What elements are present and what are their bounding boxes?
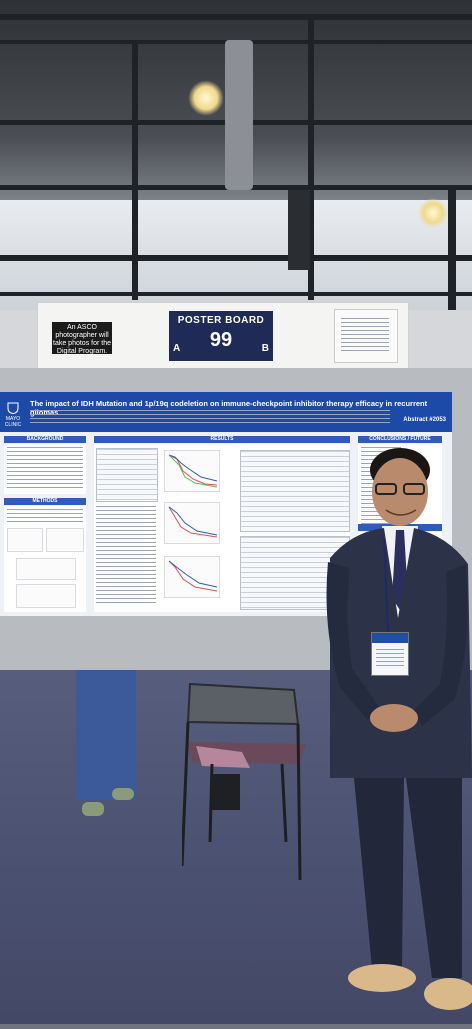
chair-graphic [180,682,306,881]
presenter-graphic [326,448,472,1010]
poster-header: MAYO CLINIC The impact of IDH Mutation a… [0,392,452,432]
km-curve-graphic [168,506,218,538]
badge-header [372,633,408,643]
mayo-clinic-logo: MAYO CLINIC [3,402,23,428]
km-curve-graphic [168,454,218,488]
survival-curve [164,556,220,598]
results-table [96,448,158,502]
ceiling-duct [288,190,310,270]
name-badge [371,632,409,676]
flowchart-box [16,584,76,608]
methods-header: METHODS [4,498,86,505]
board-side-b: B [261,343,269,354]
ceiling-beam [0,292,472,296]
logo-text: MAYO CLINIC [4,416,22,428]
ceiling-column [132,40,138,300]
methods-section [4,506,86,612]
photo-notice: An ASCO photographer will take photos fo… [52,322,112,355]
background-header: BACKGROUND [4,436,86,443]
flowchart-box [16,558,76,580]
poster-header-board: An ASCO photographer will take photos fo… [37,302,409,370]
background-person [72,670,142,820]
air-duct [225,40,253,190]
person-legs-graphic [76,670,136,816]
survival-curve [164,502,220,544]
ceiling-light [418,198,448,228]
background-section [4,444,86,494]
results-section [94,444,350,612]
ceiling-beam [0,14,472,20]
board-title: POSTER BOARD [177,315,265,326]
presenter [322,448,472,1024]
board-number: 99 [209,329,233,351]
support-pillar [448,190,456,360]
methods-text [7,509,83,523]
ceiling-beam [0,255,472,261]
info-sheet [334,309,398,363]
survival-curve [164,450,220,492]
sheet-text [341,318,389,354]
flowchart-box [7,528,43,552]
ceiling-column [308,20,314,300]
results-header: RESULTS [94,436,350,443]
results-text [96,506,156,606]
folding-chair [180,682,310,882]
ceiling-light [188,80,224,116]
mayo-clinic-shield-icon [7,402,19,415]
poster-authors [30,410,390,424]
abstract-number: Abstract #2053 [403,417,446,423]
conclusions-header: CONCLUSIONS / FUTURE DIRECTIONS [358,436,442,449]
background-text [7,447,83,491]
poster-board-sign: POSTER BOARD 99 A B [169,311,273,361]
board-side-a: A [173,343,181,354]
results-table [240,450,350,532]
km-curve-graphic [168,560,218,592]
badge-text [376,649,404,667]
flowchart-box [46,528,84,552]
